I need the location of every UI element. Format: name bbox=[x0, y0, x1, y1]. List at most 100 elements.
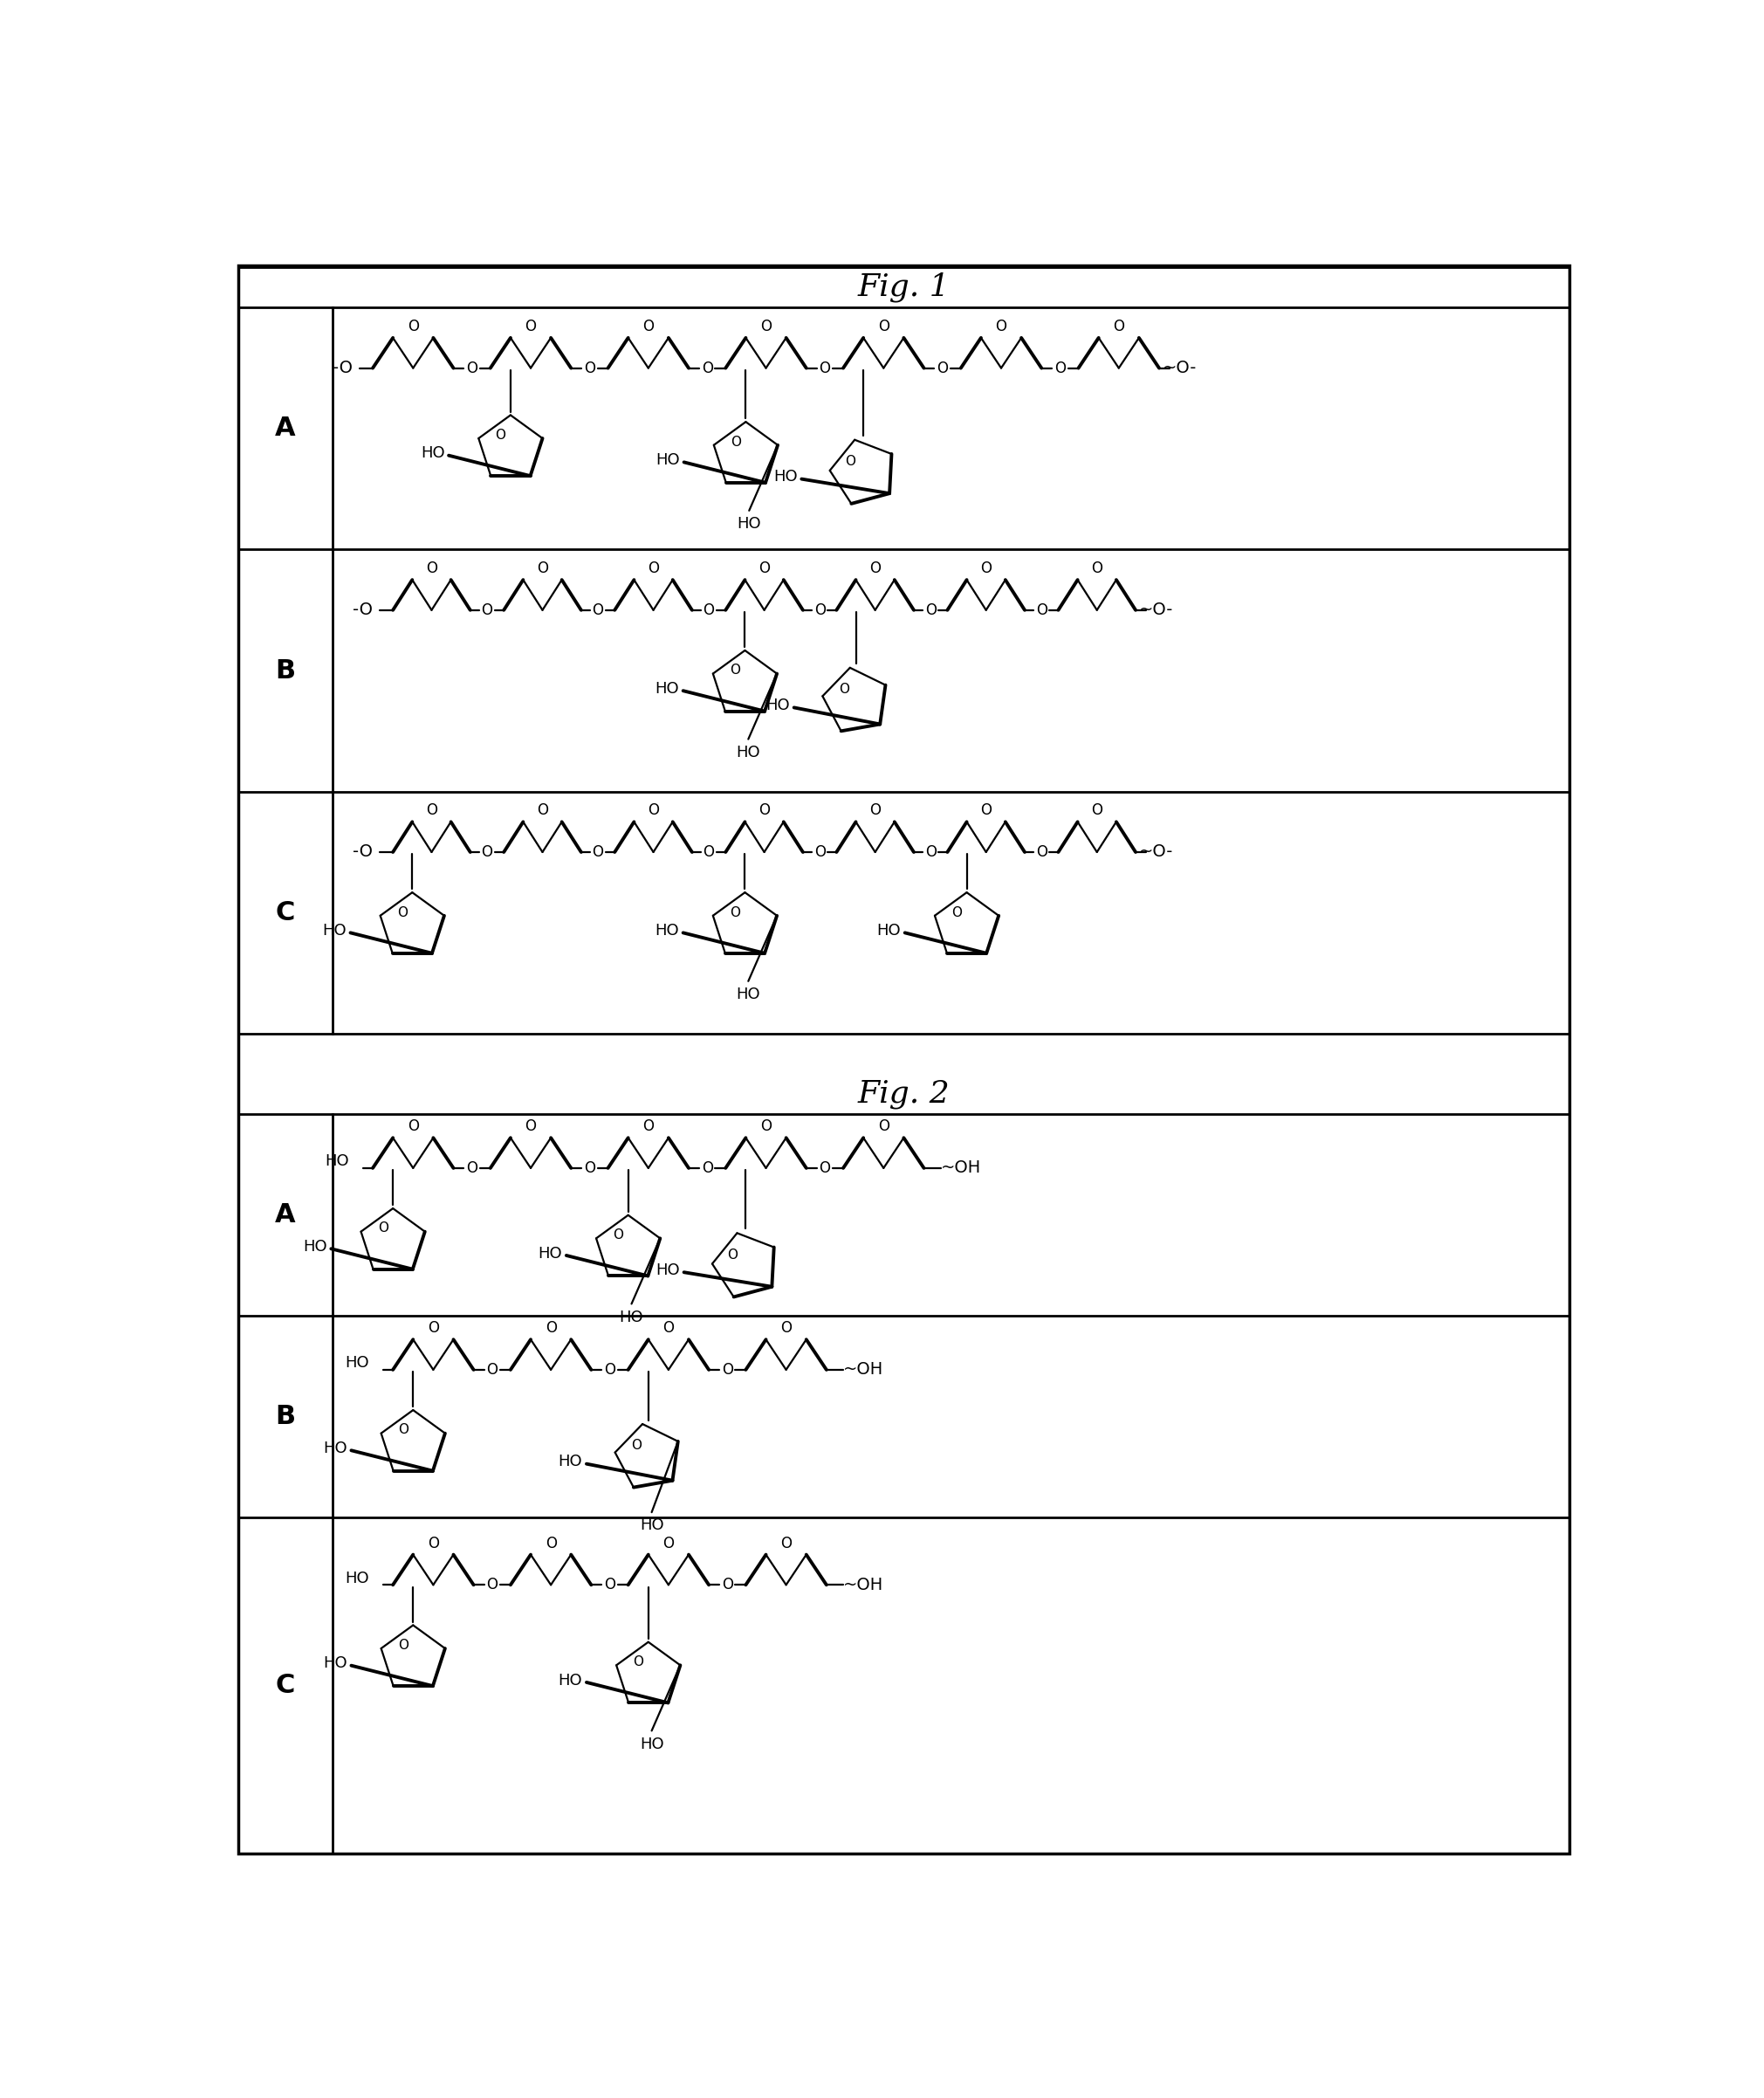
Text: O: O bbox=[995, 319, 1007, 334]
Text: O: O bbox=[759, 804, 769, 818]
Text: -O: -O bbox=[353, 843, 372, 860]
Text: O: O bbox=[632, 1439, 642, 1452]
Text: O: O bbox=[759, 560, 769, 577]
Text: O: O bbox=[593, 602, 603, 619]
Text: O: O bbox=[1113, 319, 1124, 334]
Text: O: O bbox=[924, 602, 937, 619]
Text: O: O bbox=[603, 1362, 616, 1378]
Text: O: O bbox=[878, 319, 889, 334]
Text: ~O-: ~O- bbox=[1138, 602, 1173, 619]
Text: O: O bbox=[407, 1118, 418, 1135]
Text: O: O bbox=[545, 1536, 557, 1550]
Text: HO: HO bbox=[619, 1309, 644, 1326]
Text: O: O bbox=[647, 560, 660, 577]
Text: O: O bbox=[663, 1320, 674, 1336]
Text: O: O bbox=[870, 804, 880, 818]
Text: O: O bbox=[427, 1320, 439, 1336]
Text: A: A bbox=[275, 1202, 296, 1227]
Text: O: O bbox=[647, 804, 660, 818]
Text: O: O bbox=[496, 428, 506, 443]
Text: O: O bbox=[1035, 843, 1048, 860]
Text: O: O bbox=[425, 804, 437, 818]
Text: O: O bbox=[702, 1160, 713, 1175]
Text: O: O bbox=[780, 1320, 792, 1336]
Text: C: C bbox=[275, 900, 295, 925]
Text: HO: HO bbox=[640, 1737, 663, 1752]
Text: O: O bbox=[845, 455, 856, 468]
Text: HO: HO bbox=[736, 745, 760, 759]
Text: HO: HO bbox=[766, 699, 790, 713]
Text: O: O bbox=[760, 319, 771, 334]
Text: O: O bbox=[704, 843, 714, 860]
Text: O: O bbox=[526, 1118, 536, 1135]
Text: O: O bbox=[813, 843, 826, 860]
Text: O: O bbox=[818, 1160, 831, 1175]
Text: HO: HO bbox=[736, 986, 760, 1003]
Text: HO: HO bbox=[640, 1517, 663, 1534]
Text: O: O bbox=[526, 319, 536, 334]
Text: O: O bbox=[425, 560, 437, 577]
Text: O: O bbox=[584, 1160, 594, 1175]
Text: O: O bbox=[727, 1248, 737, 1261]
Text: O: O bbox=[407, 319, 418, 334]
Text: HO: HO bbox=[538, 1246, 563, 1261]
Text: O: O bbox=[730, 663, 741, 678]
Text: O: O bbox=[377, 1221, 388, 1236]
Text: O: O bbox=[780, 1536, 792, 1550]
Text: HO: HO bbox=[323, 1655, 348, 1672]
Text: O: O bbox=[593, 843, 603, 860]
Text: O: O bbox=[642, 319, 654, 334]
Text: O: O bbox=[704, 602, 714, 619]
Text: HO: HO bbox=[303, 1238, 326, 1255]
Text: O: O bbox=[482, 843, 492, 860]
Text: O: O bbox=[399, 1425, 409, 1437]
Text: Fig. 1: Fig. 1 bbox=[857, 273, 949, 302]
Text: B: B bbox=[275, 659, 296, 684]
Text: Fig. 2: Fig. 2 bbox=[857, 1078, 949, 1110]
Text: HO: HO bbox=[654, 682, 679, 697]
Text: HO: HO bbox=[654, 923, 679, 938]
Text: O: O bbox=[878, 1118, 889, 1135]
Text: ~O-: ~O- bbox=[1138, 843, 1173, 860]
Text: O: O bbox=[951, 906, 961, 919]
Text: HO: HO bbox=[346, 1569, 369, 1586]
Text: HO: HO bbox=[773, 470, 797, 485]
Text: ~OH: ~OH bbox=[843, 1576, 884, 1592]
Text: O: O bbox=[730, 434, 741, 449]
Text: HO: HO bbox=[559, 1672, 582, 1689]
Text: O: O bbox=[545, 1320, 557, 1336]
Text: O: O bbox=[642, 1118, 654, 1135]
Text: O: O bbox=[397, 906, 407, 919]
Text: O: O bbox=[981, 804, 991, 818]
Text: HO: HO bbox=[656, 453, 679, 468]
Text: O: O bbox=[1092, 804, 1102, 818]
Text: HO: HO bbox=[420, 445, 445, 462]
Text: O: O bbox=[466, 1160, 478, 1175]
Text: O: O bbox=[721, 1362, 734, 1378]
Text: O: O bbox=[487, 1362, 497, 1378]
Text: O: O bbox=[536, 804, 549, 818]
Text: O: O bbox=[603, 1578, 616, 1592]
Text: O: O bbox=[937, 361, 947, 376]
Text: HO: HO bbox=[323, 1441, 348, 1456]
Text: HO: HO bbox=[877, 923, 901, 938]
Text: ~O-: ~O- bbox=[1162, 359, 1196, 376]
Text: O: O bbox=[838, 682, 848, 697]
Text: HO: HO bbox=[656, 1263, 679, 1278]
Text: HO: HO bbox=[325, 1154, 349, 1169]
Text: O: O bbox=[633, 1655, 644, 1668]
Text: O: O bbox=[1035, 602, 1048, 619]
Text: O: O bbox=[663, 1536, 674, 1550]
Text: HO: HO bbox=[323, 923, 346, 938]
Text: O: O bbox=[487, 1578, 497, 1592]
Text: -O: -O bbox=[332, 359, 353, 376]
Text: A: A bbox=[275, 415, 296, 441]
Text: O: O bbox=[584, 361, 594, 376]
Text: O: O bbox=[1092, 560, 1102, 577]
Text: ~OH: ~OH bbox=[843, 1362, 884, 1378]
Text: O: O bbox=[427, 1536, 439, 1550]
Text: O: O bbox=[760, 1118, 771, 1135]
Text: -O: -O bbox=[353, 602, 372, 619]
Text: O: O bbox=[818, 361, 831, 376]
Text: B: B bbox=[275, 1404, 296, 1429]
